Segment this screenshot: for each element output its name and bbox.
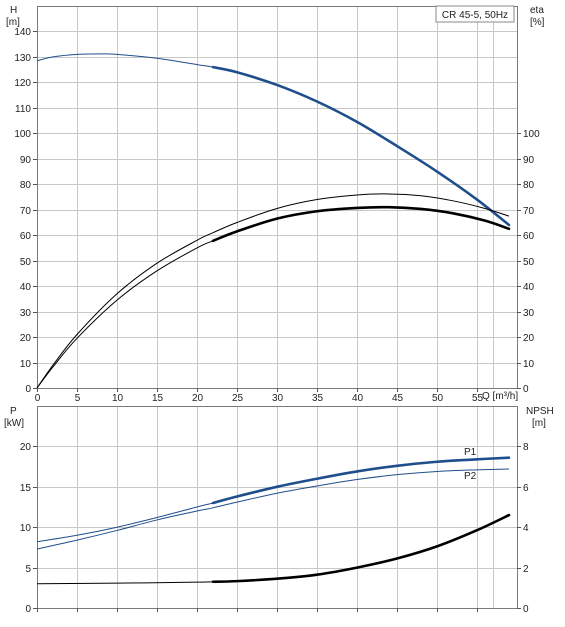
top-y-left-label-symbol: H bbox=[10, 5, 17, 16]
bottom-y-right-tick-label: 2 bbox=[523, 564, 529, 575]
curve-npsh bbox=[36, 514, 510, 585]
bottom-y-right-tick-label: 8 bbox=[523, 442, 529, 453]
top-y-left-tick-label: 120 bbox=[14, 78, 31, 89]
top-y-left-tick-label: 0 bbox=[25, 384, 31, 395]
top-x-tick-label: 10 bbox=[112, 393, 124, 404]
top-y-left-label-unit: [m] bbox=[6, 17, 20, 28]
top-y-left-tick-label: 10 bbox=[20, 359, 32, 370]
top-y-left-tick-label: 110 bbox=[15, 104, 31, 115]
top-y-right-tick-label: 70 bbox=[523, 206, 535, 217]
bottom-y-left-tick-label: 5 bbox=[25, 564, 31, 575]
curve-power_p1-bold bbox=[211, 456, 511, 505]
top-x-tick-label: 50 bbox=[432, 393, 444, 404]
series-label-p2: P2 bbox=[464, 471, 477, 482]
curve-power_p1 bbox=[36, 457, 510, 543]
top-y-right-tick-label: 60 bbox=[523, 231, 535, 242]
top-x-tick-label: 5 bbox=[75, 393, 81, 404]
top-x-tick-label: 45 bbox=[392, 393, 404, 404]
top-y-right-tick-label: 90 bbox=[523, 155, 535, 166]
top-x-tick-label: 35 bbox=[312, 393, 324, 404]
legend-label: CR 45-5, 50Hz bbox=[442, 10, 508, 21]
top-y-left-tick-label: 80 bbox=[20, 180, 32, 191]
top-y-right-tick-label: 50 bbox=[523, 257, 535, 268]
top-x-tick-label: 25 bbox=[232, 393, 244, 404]
top-y-left-tick-label: 70 bbox=[20, 206, 32, 217]
bottom-y-right-tick-label: 0 bbox=[523, 604, 529, 615]
bottom-y-right-label-unit: [m] bbox=[532, 418, 546, 429]
top-y-left-tick-label: 100 bbox=[14, 129, 31, 140]
bottom-y-left-tick-label: 20 bbox=[20, 442, 32, 453]
curve-head bbox=[36, 53, 510, 226]
top-y-right-tick-label: 0 bbox=[523, 384, 529, 395]
top-y-right-tick-label: 100 bbox=[523, 129, 540, 140]
top-x-tick-label: 40 bbox=[352, 393, 364, 404]
top-x-tick-label: 0 bbox=[35, 393, 41, 404]
curve-npsh-bold bbox=[211, 513, 511, 584]
bottom-y-left-tick-label: 15 bbox=[20, 483, 32, 494]
bottom-y-left-tick-label: 10 bbox=[20, 523, 32, 534]
top-x-tick-label: 20 bbox=[192, 393, 204, 404]
top-x-tick-label: 15 bbox=[152, 393, 164, 404]
top-y-right-tick-label: 40 bbox=[523, 282, 535, 293]
top-y-left-tick-label: 40 bbox=[20, 282, 32, 293]
top-y-right-label-unit: [%] bbox=[530, 17, 545, 28]
top-y-right-tick-label: 80 bbox=[523, 180, 535, 191]
curve-efficiency_upper bbox=[36, 193, 510, 389]
curve-efficiency_lower bbox=[36, 206, 510, 389]
top-x-tick-label: 55 bbox=[472, 393, 484, 404]
series-label-p1: P1 bbox=[464, 447, 477, 458]
bottom-y-right-tick-label: 6 bbox=[523, 483, 529, 494]
top-y-left-tick-label: 90 bbox=[20, 155, 32, 166]
top-y-right-tick-label: 20 bbox=[523, 333, 535, 344]
top-y-left-tick-label: 140 bbox=[14, 27, 31, 38]
curve-head-bold bbox=[211, 65, 511, 227]
top-y-right-tick-label: 10 bbox=[523, 359, 535, 370]
curve-power_p2 bbox=[36, 468, 510, 550]
top-y-right-label-symbol: eta bbox=[530, 5, 544, 16]
top-y-left-tick-label: 30 bbox=[20, 308, 32, 319]
bottom-y-left-label-unit: [kW] bbox=[4, 418, 24, 429]
top-y-left-tick-label: 130 bbox=[14, 53, 31, 64]
top-y-left-tick-label: 60 bbox=[20, 231, 32, 242]
top-y-left-tick-label: 50 bbox=[20, 257, 32, 268]
bottom-y-right-tick-label: 4 bbox=[523, 523, 529, 534]
legend-box bbox=[435, 5, 515, 23]
top-x-axis-label: Q [m³/h] bbox=[482, 391, 518, 402]
bottom-y-left-tick-label: 0 bbox=[25, 604, 31, 615]
top-y-right-tick-label: 30 bbox=[523, 308, 535, 319]
top-y-left-tick-label: 20 bbox=[20, 333, 32, 344]
curve-efficiency_lower-bold bbox=[211, 205, 511, 243]
top-x-tick-label: 30 bbox=[272, 393, 284, 404]
bottom-y-left-label-symbol: P bbox=[10, 406, 17, 417]
bottom-y-right-label-symbol: NPSH bbox=[526, 406, 554, 417]
